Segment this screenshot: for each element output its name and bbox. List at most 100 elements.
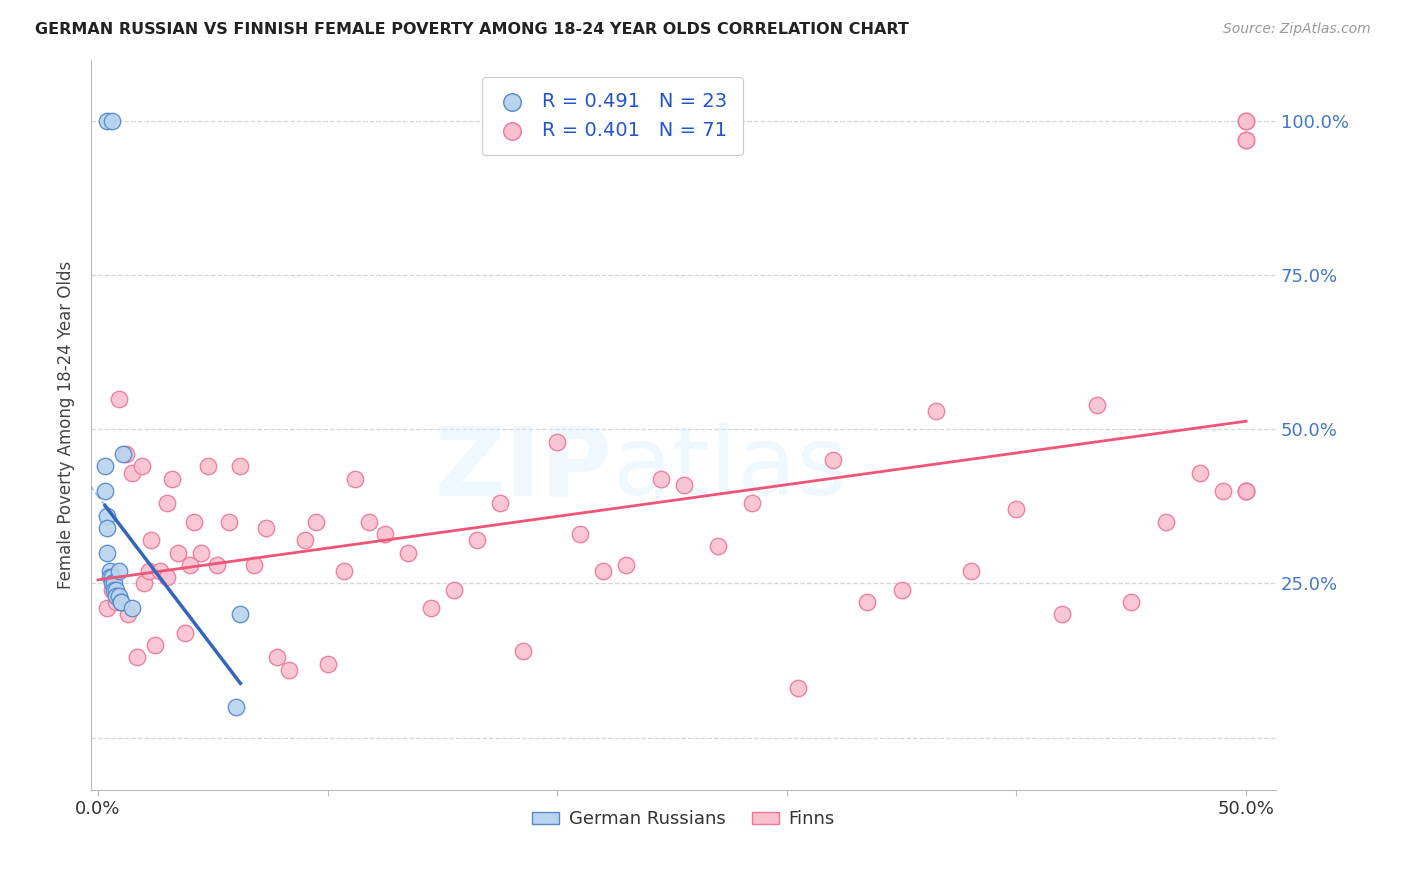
Point (344, 472, 367, 486)
Point (107, 392, 129, 406)
Point (1121, 595, 1143, 609)
Point (1005, 502, 1028, 516)
Point (138, 564, 160, 578)
Point (121, 466, 143, 480)
Point (229, 607, 252, 622)
Point (305, 515, 328, 529)
Point (821, 453, 844, 467)
Point (167, 546, 190, 560)
Point (101, 582, 124, 597)
Point (959, 564, 981, 578)
Point (156, 570, 179, 584)
Point (101, 114, 124, 128)
Point (465, 533, 488, 548)
Point (229, 459, 252, 474)
Legend: German Russians, Finns: German Russians, Finns (526, 803, 842, 836)
Point (103, 582, 125, 597)
Point (1234, 483, 1257, 498)
Point (592, 564, 614, 578)
Point (197, 459, 219, 474)
Point (96, 521, 118, 535)
Point (183, 515, 205, 529)
Text: ZIP: ZIP (434, 422, 613, 515)
Point (96, 508, 118, 523)
Text: Source: ZipAtlas.com: Source: ZipAtlas.com (1223, 22, 1371, 37)
Point (741, 496, 763, 510)
Point (1234, 114, 1257, 128)
Point (98, 570, 121, 584)
Point (614, 558, 637, 572)
Point (94, 483, 117, 498)
Point (374, 527, 396, 541)
Point (332, 564, 354, 578)
Point (489, 496, 512, 510)
Point (672, 478, 695, 492)
Point (145, 638, 167, 652)
Point (1189, 466, 1212, 480)
Point (225, 699, 247, 714)
Point (294, 533, 316, 548)
Point (650, 472, 672, 486)
Point (925, 404, 948, 418)
Point (105, 582, 128, 597)
Text: atlas: atlas (613, 422, 848, 515)
Point (707, 540, 730, 554)
Point (96, 601, 118, 615)
Point (179, 558, 201, 572)
Point (254, 521, 277, 535)
Point (131, 459, 153, 474)
Point (512, 644, 534, 658)
Point (266, 650, 288, 665)
Point (243, 558, 266, 572)
Point (190, 546, 212, 560)
Point (207, 558, 229, 572)
Point (218, 515, 240, 529)
Point (1085, 398, 1108, 412)
Point (139, 533, 162, 548)
Point (105, 589, 128, 603)
Point (569, 527, 592, 541)
Point (1234, 133, 1257, 147)
Point (316, 657, 339, 671)
Point (856, 595, 879, 609)
Point (107, 589, 129, 603)
Point (110, 595, 132, 609)
Point (357, 515, 380, 529)
Point (787, 681, 810, 696)
Point (1234, 483, 1257, 498)
Point (96, 114, 118, 128)
Point (1234, 114, 1257, 128)
Text: GERMAN RUSSIAN VS FINNISH FEMALE POVERTY AMONG 18-24 YEAR OLDS CORRELATION CHART: GERMAN RUSSIAN VS FINNISH FEMALE POVERTY… (35, 22, 910, 37)
Point (125, 650, 148, 665)
Point (1212, 483, 1234, 498)
Point (156, 496, 179, 510)
Point (174, 625, 197, 640)
Point (110, 595, 132, 609)
Point (101, 570, 124, 584)
Point (94, 459, 117, 474)
Point (277, 663, 299, 677)
Point (101, 576, 124, 591)
Point (105, 595, 128, 609)
Point (160, 472, 183, 486)
Point (121, 601, 143, 615)
Point (1234, 483, 1257, 498)
Y-axis label: Female Poverty Among 18-24 Year Olds: Female Poverty Among 18-24 Year Olds (58, 260, 75, 589)
Point (132, 576, 155, 591)
Point (890, 582, 912, 597)
Point (1154, 515, 1177, 529)
Point (98, 564, 121, 578)
Point (112, 447, 135, 461)
Point (396, 546, 419, 560)
Point (117, 607, 139, 622)
Point (96, 546, 118, 560)
Point (1052, 607, 1074, 622)
Point (420, 601, 443, 615)
Point (103, 576, 125, 591)
Point (107, 564, 129, 578)
Point (149, 564, 172, 578)
Point (1234, 133, 1257, 147)
Point (114, 447, 136, 461)
Point (443, 582, 465, 597)
Point (546, 434, 568, 449)
